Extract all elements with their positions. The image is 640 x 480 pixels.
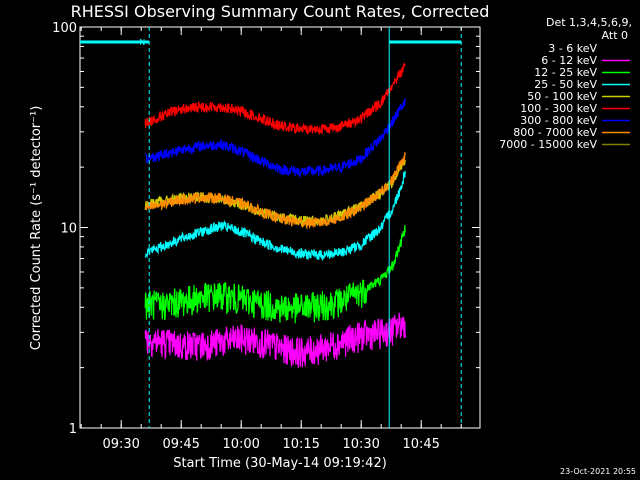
legend-label-6: 300 - 800 keV — [520, 114, 597, 127]
x-tick-label: 09:30 — [102, 437, 139, 452]
generated-timestamp: 23-Oct-2021 20:55 — [560, 467, 636, 476]
chart-title: RHESSI Observing Summary Count Rates, Co… — [71, 2, 490, 21]
detectors-label: Det 1,3,4,5,6,9, — [546, 16, 632, 29]
x-tick-label: 09:45 — [162, 437, 199, 452]
y-tick-label: 1 — [69, 422, 77, 437]
series-line-1 — [144, 312, 406, 369]
series-line-6 — [144, 97, 406, 179]
x-axis-label: Start Time (30-May-14 09:19:42) — [173, 456, 387, 471]
y-axis-label: Corrected Count Rate (s⁻¹ detector⁻¹) — [29, 106, 44, 351]
night-label: N — [139, 38, 145, 47]
series-line-5 — [144, 62, 406, 135]
y-tick-label: 10 — [60, 222, 77, 237]
legend-label-1: 6 - 12 keV — [541, 54, 597, 67]
series-line-7 — [144, 152, 406, 230]
legend-label-4: 50 - 100 keV — [527, 90, 597, 103]
y-tick-label: 100 — [52, 21, 77, 36]
legend-label-3: 25 - 50 keV — [534, 78, 597, 91]
x-tick-label: 10:30 — [342, 437, 379, 452]
legend-label-0: 3 - 6 keV — [548, 42, 597, 55]
plot-area: N 1 10 100 09:30 09:45 10:00 10:15 10:30 10:45 — [52, 21, 481, 452]
x-tick-label: 10:45 — [402, 437, 439, 452]
legend-label-5: 100 - 300 keV — [520, 102, 597, 115]
series-line-2 — [144, 225, 406, 324]
legend-label-8: 7000 - 15000 keV — [499, 138, 597, 151]
attenuator-label: Att 0 — [602, 29, 628, 42]
legend-label-2: 12 - 25 keV — [534, 66, 597, 79]
x-tick-label: 10:00 — [222, 437, 259, 452]
legend-label-7: 800 - 7000 keV — [513, 126, 597, 139]
series-line-3 — [144, 170, 406, 262]
x-tick-label: 10:15 — [282, 437, 319, 452]
